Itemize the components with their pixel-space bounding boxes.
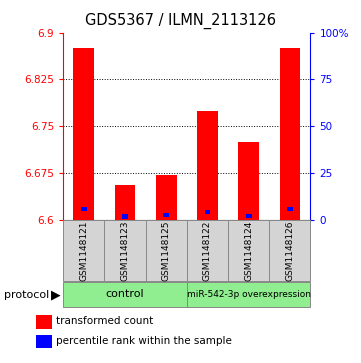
Text: miR-542-3p overexpression: miR-542-3p overexpression xyxy=(187,290,310,299)
Bar xyxy=(156,175,177,220)
Bar xyxy=(187,220,228,281)
Text: control: control xyxy=(106,289,144,299)
Bar xyxy=(163,213,169,217)
Bar xyxy=(228,220,269,281)
Bar xyxy=(246,214,252,218)
Text: GSM1148126: GSM1148126 xyxy=(285,220,294,281)
Text: GSM1148124: GSM1148124 xyxy=(244,220,253,281)
Bar xyxy=(74,48,94,220)
Text: GSM1148121: GSM1148121 xyxy=(79,220,88,281)
Bar xyxy=(269,220,310,281)
Text: protocol: protocol xyxy=(4,290,49,300)
Bar xyxy=(63,282,187,307)
Bar xyxy=(115,185,135,220)
Text: GSM1148123: GSM1148123 xyxy=(121,220,130,281)
Text: GDS5367 / ILMN_2113126: GDS5367 / ILMN_2113126 xyxy=(85,13,276,29)
Bar xyxy=(122,214,128,219)
Bar xyxy=(279,48,300,220)
Bar xyxy=(63,220,104,281)
Text: ▶: ▶ xyxy=(51,288,61,301)
Text: percentile rank within the sample: percentile rank within the sample xyxy=(56,336,232,346)
Text: transformed count: transformed count xyxy=(56,316,153,326)
Bar xyxy=(287,207,293,211)
Bar xyxy=(145,220,187,281)
Bar xyxy=(205,210,210,214)
Bar xyxy=(81,207,87,211)
Bar xyxy=(197,111,218,220)
Text: GSM1148122: GSM1148122 xyxy=(203,220,212,281)
Text: GSM1148125: GSM1148125 xyxy=(162,220,171,281)
Bar xyxy=(104,220,145,281)
Bar xyxy=(238,142,259,220)
Bar xyxy=(187,282,310,307)
